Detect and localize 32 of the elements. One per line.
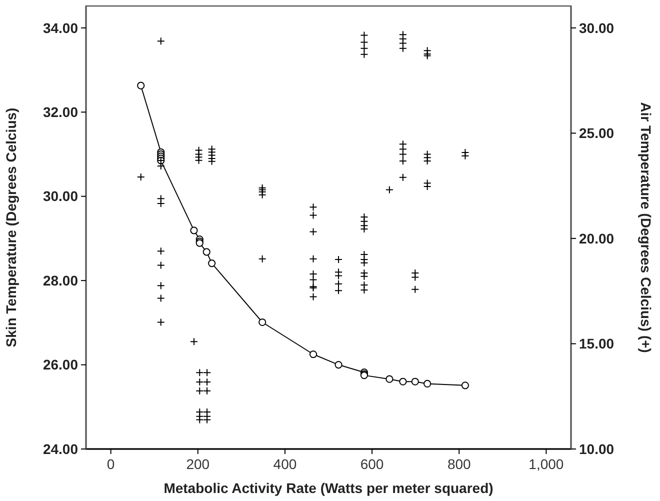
point xyxy=(386,375,394,383)
x-tick-label: 0 xyxy=(106,456,115,472)
y-tick-label: 34.00 xyxy=(42,20,78,36)
y2-tick-label: 15.00 xyxy=(579,336,614,352)
point xyxy=(411,378,419,386)
x-tick-label: 800 xyxy=(447,456,472,472)
y-axis-title: Skin Temperature (Degrees Celcius) xyxy=(3,108,19,348)
y2-tick-label: 20.00 xyxy=(579,230,614,246)
x-tick-label: 400 xyxy=(273,456,297,472)
y-tick-label: 30.00 xyxy=(42,188,78,204)
point xyxy=(399,378,407,386)
x-tick-label: 600 xyxy=(360,456,384,472)
x-tick-label: 200 xyxy=(186,456,210,472)
y-tick-label: 24.00 xyxy=(42,440,78,457)
point xyxy=(424,380,432,388)
y-tick-label: 32.00 xyxy=(42,104,78,120)
point xyxy=(208,259,216,268)
point xyxy=(202,248,210,256)
y-tick-label: 26.00 xyxy=(42,356,78,373)
point xyxy=(334,360,342,369)
point xyxy=(258,318,266,326)
point xyxy=(137,82,145,90)
y2-tick-label: 10.00 xyxy=(579,440,614,457)
x-axis-title: Metabolic Activity Rate (Watts per meter squared) xyxy=(164,480,494,496)
y-tick-label: 28.00 xyxy=(42,272,78,288)
y2-tick-label: 30.00 xyxy=(579,20,614,36)
y2-axis-title: Air Temperature (Degrees Celcius) (+) xyxy=(638,102,654,353)
y2-tick-label: 25.00 xyxy=(579,125,614,142)
point xyxy=(190,226,198,234)
x-tick-label: 1,000 xyxy=(528,456,564,472)
point xyxy=(461,382,470,390)
point xyxy=(309,350,318,358)
